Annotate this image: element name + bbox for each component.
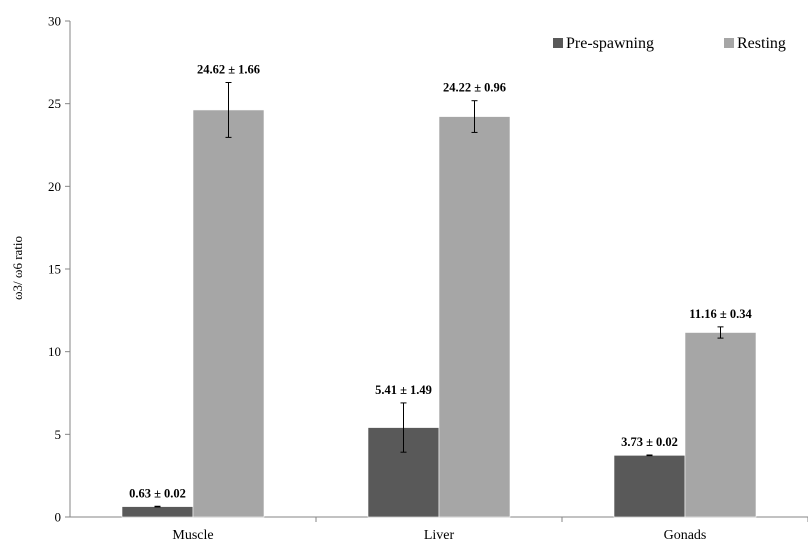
legend: Pre-spawning Resting	[553, 35, 786, 52]
y-tick-label: 15	[48, 262, 61, 277]
bar	[121, 506, 194, 518]
bar	[192, 109, 265, 518]
legend-swatch	[553, 38, 563, 48]
x-tick-label: Gonads	[664, 528, 707, 542]
y-tick-label: 20	[48, 179, 61, 194]
y-axis-title: ω3/ ω6 ratio	[10, 236, 25, 300]
y-tick-label: 0	[55, 510, 62, 525]
bars: 0.63 ± 0.02 5.41 ± 1.49 3.73 ± 0.02 24.62 ±…	[121, 63, 757, 518]
y-tick-label: 5	[55, 427, 62, 442]
legend-label: Pre-spawning	[566, 35, 654, 52]
data-label: 11.16 ± 0.34	[689, 307, 752, 321]
x-tick-label: Muscle	[172, 528, 213, 542]
bar	[438, 116, 511, 518]
legend-swatch	[724, 38, 734, 48]
legend-label: Resting	[737, 35, 786, 52]
y-tick-label: 10	[48, 344, 61, 359]
data-label: 5.41 ± 1.49	[375, 383, 432, 397]
y-tick-label: 25	[48, 96, 61, 111]
bar	[684, 332, 757, 518]
data-label: 24.22 ± 0.96	[443, 81, 506, 95]
bar	[613, 455, 686, 518]
x-tick-label: Liver	[424, 528, 455, 542]
data-label: 3.73 ± 0.02	[621, 435, 678, 449]
y-tick-label: 30	[48, 14, 61, 29]
data-label: 24.62 ± 1.66	[197, 63, 260, 77]
data-label: 0.63 ± 0.02	[129, 486, 186, 500]
